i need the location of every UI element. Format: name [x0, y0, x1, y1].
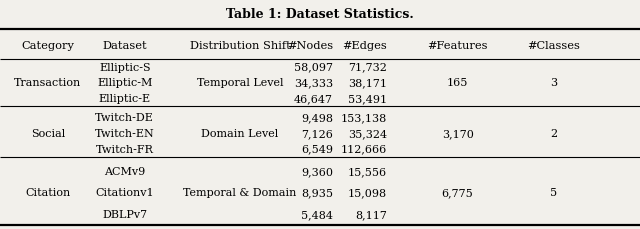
Text: 153,138: 153,138 [341, 113, 387, 123]
Text: Elliptic-S: Elliptic-S [99, 62, 150, 72]
Text: Twitch-EN: Twitch-EN [95, 128, 155, 138]
Text: ACMv9: ACMv9 [104, 166, 145, 176]
Text: #Nodes: #Nodes [287, 41, 333, 51]
Text: 9,498: 9,498 [301, 113, 333, 123]
Text: Elliptic-M: Elliptic-M [97, 78, 152, 88]
Text: 6,775: 6,775 [442, 188, 474, 198]
Text: Category: Category [22, 41, 74, 51]
Text: 58,097: 58,097 [294, 62, 333, 72]
Text: 112,666: 112,666 [341, 144, 387, 154]
Text: 3,170: 3,170 [442, 128, 474, 138]
Text: 7,126: 7,126 [301, 128, 333, 138]
Text: 2: 2 [550, 128, 557, 138]
Text: #Features: #Features [428, 41, 488, 51]
Text: 8,935: 8,935 [301, 188, 333, 198]
Text: Twitch-FR: Twitch-FR [96, 144, 154, 154]
Text: 5: 5 [550, 188, 557, 198]
Text: 165: 165 [447, 78, 468, 88]
Text: Citation: Citation [26, 188, 70, 198]
Text: 34,333: 34,333 [294, 78, 333, 88]
Text: Transaction: Transaction [14, 78, 82, 88]
Text: 5,484: 5,484 [301, 209, 333, 219]
Text: Social: Social [31, 128, 65, 138]
Text: #Edges: #Edges [342, 41, 387, 51]
Text: Distribution Shift: Distribution Shift [189, 41, 291, 51]
Text: Temporal Level: Temporal Level [196, 78, 284, 88]
Text: 46,647: 46,647 [294, 94, 333, 104]
Text: Citationv1: Citationv1 [95, 188, 154, 198]
Text: 35,324: 35,324 [348, 128, 387, 138]
Text: 15,556: 15,556 [348, 166, 387, 176]
Text: 6,549: 6,549 [301, 144, 333, 154]
Text: 9,360: 9,360 [301, 166, 333, 176]
Text: 53,491: 53,491 [348, 94, 387, 104]
Text: 71,732: 71,732 [348, 62, 387, 72]
Text: 3: 3 [550, 78, 557, 88]
Text: Elliptic-E: Elliptic-E [99, 94, 151, 104]
Text: DBLPv7: DBLPv7 [102, 209, 147, 219]
Text: Dataset: Dataset [102, 41, 147, 51]
Text: 8,117: 8,117 [355, 209, 387, 219]
Text: 15,098: 15,098 [348, 188, 387, 198]
Text: Table 1: Dataset Statistics.: Table 1: Dataset Statistics. [226, 8, 414, 21]
Text: 38,171: 38,171 [348, 78, 387, 88]
Text: Twitch-DE: Twitch-DE [95, 113, 154, 123]
Text: Temporal & Domain: Temporal & Domain [183, 188, 297, 198]
Text: Domain Level: Domain Level [202, 128, 278, 138]
Text: #Classes: #Classes [527, 41, 580, 51]
